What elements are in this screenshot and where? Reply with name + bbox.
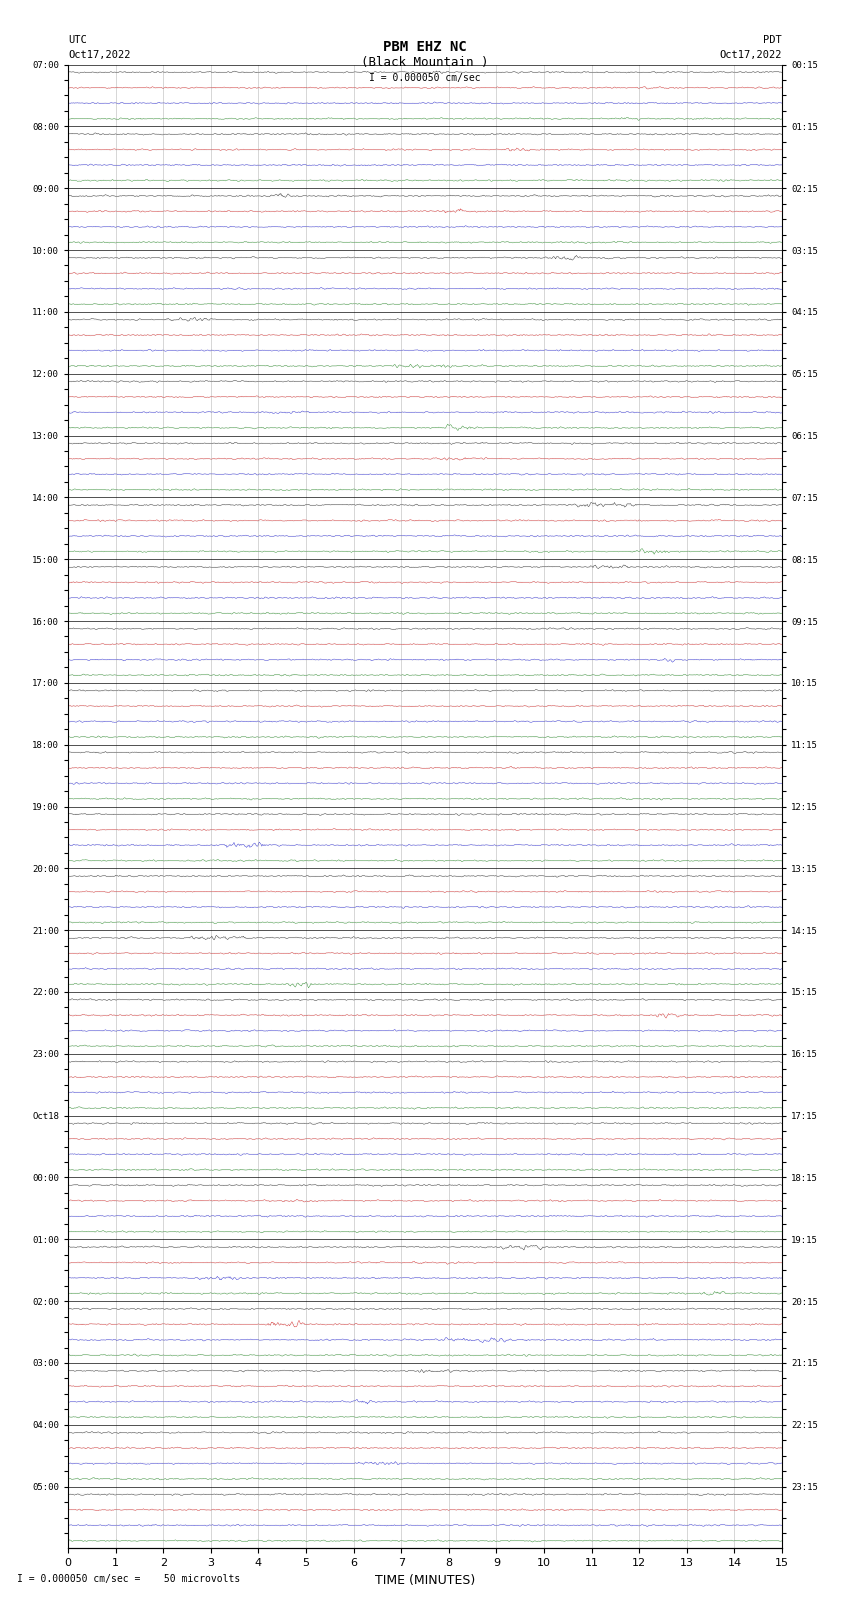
Text: Oct17,2022: Oct17,2022 — [719, 50, 782, 60]
Text: PBM EHZ NC: PBM EHZ NC — [383, 40, 467, 55]
X-axis label: TIME (MINUTES): TIME (MINUTES) — [375, 1574, 475, 1587]
Text: I = 0.000050 cm/sec =    50 microvolts: I = 0.000050 cm/sec = 50 microvolts — [17, 1574, 241, 1584]
Text: UTC: UTC — [68, 35, 87, 45]
Text: PDT: PDT — [763, 35, 782, 45]
Text: (Black Mountain ): (Black Mountain ) — [361, 56, 489, 69]
Text: Oct17,2022: Oct17,2022 — [68, 50, 131, 60]
Text: I = 0.000050 cm/sec: I = 0.000050 cm/sec — [369, 73, 481, 82]
